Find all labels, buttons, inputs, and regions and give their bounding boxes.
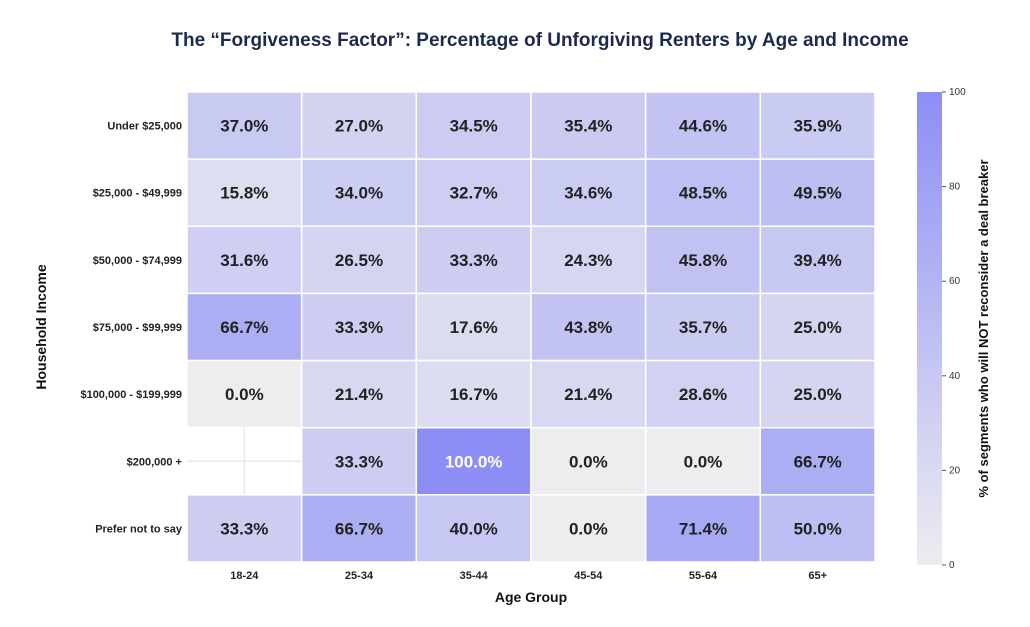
- y-tick-label-100-000-199-999: $100,000 - $199,999: [80, 389, 182, 401]
- cell-value-label: 37.0%: [220, 117, 268, 136]
- colorbar-tick-label: 100: [949, 87, 966, 98]
- heatmap-cell-r4-c3: [530, 359, 647, 429]
- heatmap-cell-r6-c2: [415, 494, 532, 563]
- heatmap-cell-r2-c5: [759, 225, 876, 295]
- cell-value-label: 21.4%: [335, 385, 383, 404]
- cell-value-label: 71.4%: [679, 519, 727, 538]
- cell-value-label: 15.8%: [220, 184, 268, 203]
- cell-value-label: 16.7%: [450, 385, 498, 404]
- cell-value-label: 0.0%: [569, 519, 608, 538]
- cell-value-label: 17.6%: [450, 318, 498, 337]
- cell-value-label: 32.7%: [450, 184, 498, 203]
- y-tick-label-prefer-not-to-say: Prefer not to say: [95, 523, 183, 535]
- x-tick-label-35-44: 35-44: [460, 570, 489, 582]
- colorbar: [917, 92, 942, 565]
- heatmap-cell-r5-c4: [644, 426, 762, 496]
- cell-value-label: 35.4%: [564, 117, 612, 136]
- cell-value-label: 40.0%: [450, 519, 498, 538]
- colorbar-tick-label: 60: [949, 276, 961, 287]
- x-tick-label-18-24: 18-24: [230, 570, 259, 582]
- heatmap-cell-r6-c4: [644, 494, 762, 563]
- y-tick-label-75-000-99-999: $75,000 - $99,999: [93, 322, 182, 334]
- heatmap-cell-r3-c5: [759, 292, 876, 362]
- colorbar-tick-label: 40: [949, 371, 961, 382]
- cell-value-label: 34.0%: [335, 184, 383, 203]
- cell-value-label: 25.0%: [794, 318, 842, 337]
- heatmap-cell-r2-c2: [415, 225, 532, 295]
- cell-value-label: 45.8%: [679, 251, 727, 270]
- cell-value-label: 0.0%: [684, 452, 723, 471]
- cell-value-label: 66.7%: [220, 318, 268, 337]
- heatmap-cell-r4-c4: [644, 359, 762, 429]
- x-tick-label-45-54: 45-54: [574, 570, 603, 582]
- cell-value-label: 21.4%: [564, 385, 612, 404]
- heatmap-cell-r2-c0: [186, 225, 303, 295]
- cell-value-label: 44.6%: [679, 117, 727, 136]
- heatmap-cell-r4-c2: [415, 359, 532, 429]
- heatmap-cell-r4-c0: [186, 359, 303, 429]
- heatmap-cell-r1-c5: [759, 158, 876, 228]
- cell-value-label: 35.9%: [794, 117, 842, 136]
- cell-value-label: 0.0%: [225, 385, 264, 404]
- heatmap-cell-r5-c5: [759, 426, 876, 496]
- cell-value-label: 33.3%: [335, 318, 383, 337]
- cell-value-label: 35.7%: [679, 318, 727, 337]
- y-tick-label-50-000-74-999: $50,000 - $74,999: [93, 255, 182, 267]
- x-tick-label-65: 65+: [808, 570, 827, 582]
- heatmap-cell-r3-c0: [186, 292, 303, 362]
- y-axis-label: Household Income: [33, 264, 49, 389]
- cell-value-label: 66.7%: [335, 519, 383, 538]
- x-axis-label: Age Group: [495, 589, 567, 605]
- cell-value-label: 34.5%: [450, 117, 498, 136]
- x-tick-label-55-64: 55-64: [689, 570, 718, 582]
- heatmap-cell-r0-c4: [644, 91, 762, 160]
- heatmap-cell-r1-c4: [644, 158, 762, 228]
- cell-value-label: 48.5%: [679, 184, 727, 203]
- heatmap-cell-r6-c0: [186, 494, 303, 563]
- y-tick-label-under-25-000: Under $25,000: [107, 121, 182, 133]
- cell-value-label: 43.8%: [564, 318, 612, 337]
- heatmap-cell-r6-c3: [530, 494, 647, 563]
- x-tick-label-25-34: 25-34: [345, 570, 374, 582]
- heatmap-cell-r6-c5: [759, 494, 876, 563]
- colorbar-tick-label: 20: [949, 465, 961, 476]
- cell-value-label: 26.5%: [335, 251, 383, 270]
- heatmap-cell-r0-c5: [759, 91, 876, 160]
- cell-value-label: 50.0%: [794, 519, 842, 538]
- cell-value-label: 33.3%: [220, 519, 268, 538]
- cell-value-label: 33.3%: [335, 452, 383, 471]
- y-tick-label-200-000: $200,000 +: [127, 456, 182, 468]
- cell-value-label: 39.4%: [794, 251, 842, 270]
- cell-value-label: 24.3%: [564, 251, 612, 270]
- heatmap-cell-r1-c1: [300, 158, 418, 228]
- heatmap-cell-r3-c3: [530, 292, 647, 362]
- cell-value-label: 33.3%: [450, 251, 498, 270]
- chart-title: The “Forgiveness Factor”: Percentage of …: [171, 30, 909, 51]
- cell-value-label: 0.0%: [569, 452, 608, 471]
- cell-value-label: 27.0%: [335, 117, 383, 136]
- heatmap-cell-r5-c3: [530, 426, 647, 496]
- cell-value-label: 66.7%: [794, 452, 842, 471]
- cell-value-label: 28.6%: [679, 385, 727, 404]
- colorbar-tick-label: 80: [949, 182, 961, 193]
- colorbar-tick-label: 0: [949, 560, 955, 571]
- cell-value-label: 49.5%: [794, 184, 842, 203]
- cell-value-label: 25.0%: [794, 385, 842, 404]
- heatmap-cell-r1-c0: [186, 158, 303, 228]
- y-tick-label-25-000-49-999: $25,000 - $49,999: [93, 188, 182, 200]
- heatmap-cell-r1-c2: [415, 158, 532, 228]
- cell-value-label: 31.6%: [220, 251, 268, 270]
- cell-value-label: 100.0%: [445, 452, 503, 471]
- colorbar-label: % of segments who will NOT reconsider a …: [976, 159, 991, 497]
- heatmap-cell-r2-c1: [300, 225, 418, 295]
- cell-value-label: 34.6%: [564, 184, 612, 203]
